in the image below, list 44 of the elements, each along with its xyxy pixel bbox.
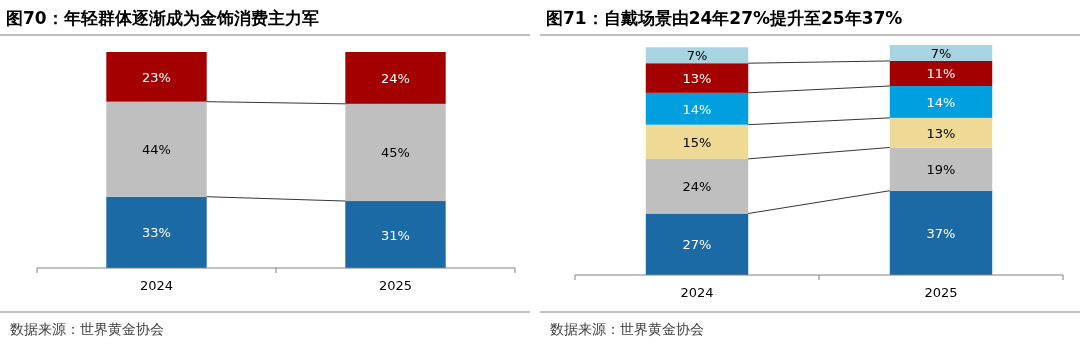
bar (106, 52, 207, 102)
data-label: 24% (381, 70, 410, 86)
data-label: 27% (682, 237, 712, 253)
data-label: 15% (682, 134, 712, 150)
bar (345, 201, 446, 268)
x-tick-label: 2024 (139, 278, 174, 293)
data-label: 13% (682, 71, 712, 87)
data-label: 45% (381, 145, 410, 161)
bar (645, 47, 749, 64)
data-label: 23% (142, 69, 171, 85)
bar (889, 45, 993, 61)
bar (645, 63, 749, 93)
bar (889, 117, 993, 148)
bar (645, 124, 749, 159)
bar (645, 92, 749, 125)
chart-title: 图70：年轻群体逐渐成为金饰消费主力军 (6, 8, 319, 28)
data-label: 14% (926, 94, 956, 110)
data-label: 7% (686, 48, 708, 64)
data-label: 13% (926, 125, 956, 141)
x-tick-label: 2025 (924, 285, 958, 300)
bar (889, 147, 993, 191)
bar (345, 52, 446, 104)
bar (106, 101, 207, 197)
chart-title: 图71：自戴场景由24年27%提升至25年37% (546, 8, 903, 28)
data-label: 31% (381, 227, 410, 243)
data-label: 24% (682, 179, 712, 195)
bar (106, 196, 207, 268)
bar (889, 60, 993, 86)
data-label: 19% (926, 162, 956, 178)
source-note: 数据来源：世界黄金协会 (10, 321, 164, 337)
data-label: 7% (930, 45, 952, 61)
bar (345, 103, 446, 202)
data-label: 33% (142, 225, 171, 241)
bar (889, 190, 993, 275)
x-tick-label: 2025 (378, 278, 413, 293)
bar (645, 213, 749, 275)
data-label: 44% (142, 142, 171, 158)
source-note: 数据来源：世界黄金协会 (550, 321, 704, 337)
data-label: 14% (682, 101, 712, 117)
bar (645, 158, 749, 214)
bar (889, 85, 993, 118)
x-tick-label: 2024 (680, 285, 714, 300)
data-label: 11% (926, 66, 956, 82)
data-label: 37% (926, 225, 956, 241)
